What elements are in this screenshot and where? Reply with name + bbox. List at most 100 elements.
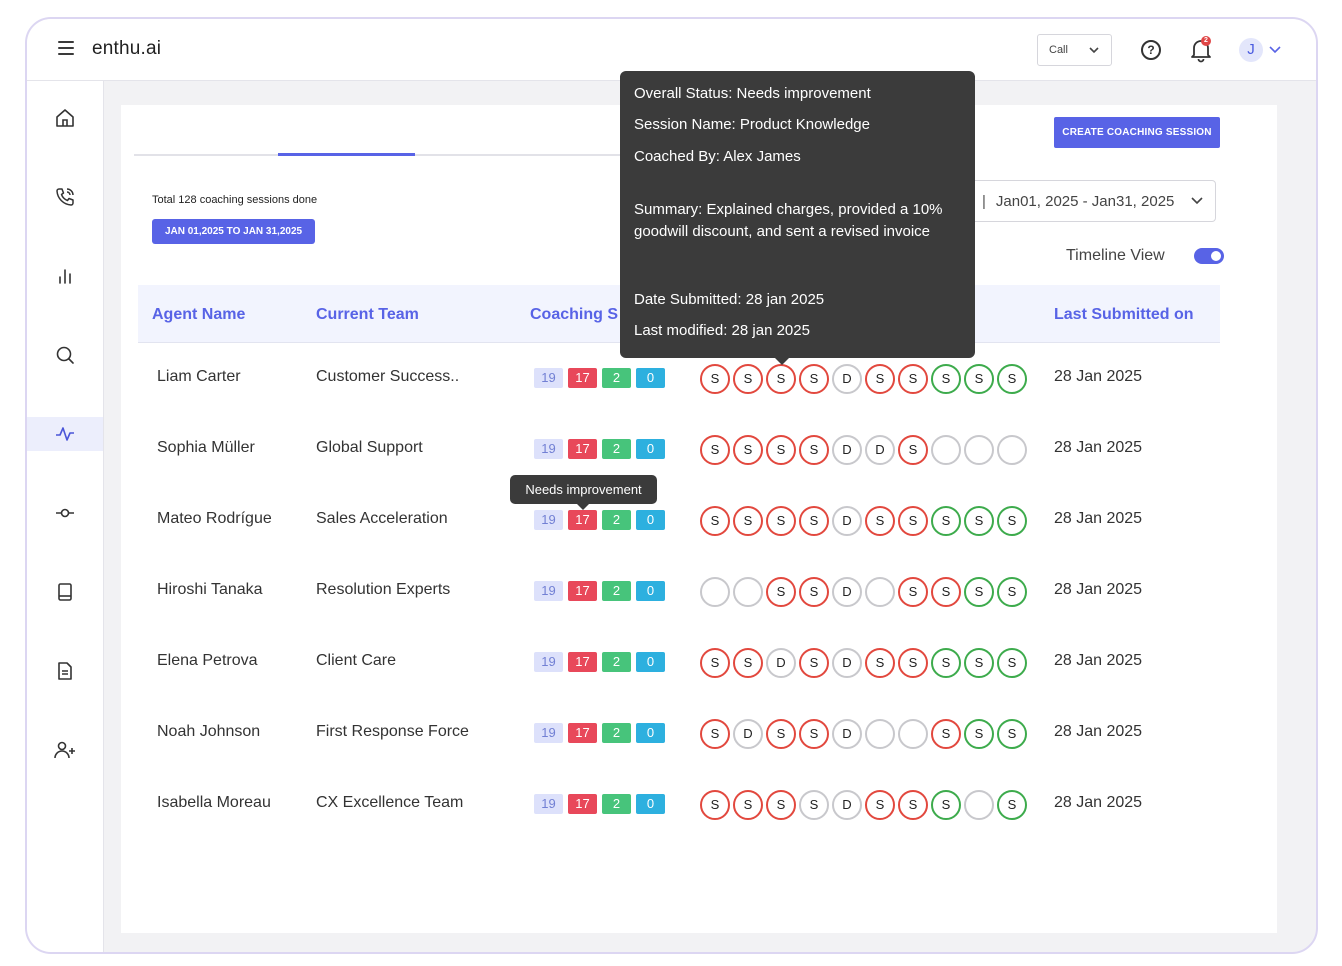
session-circle[interactable]: S [700,648,730,678]
session-circle[interactable]: S [898,506,928,536]
nav-home[interactable] [27,101,103,135]
excellent-count-badge[interactable]: 0 [636,723,665,743]
session-circle[interactable] [964,435,994,465]
good-count-badge[interactable]: 2 [602,652,631,672]
good-count-badge[interactable]: 2 [602,794,631,814]
good-count-badge[interactable]: 2 [602,368,631,388]
excellent-count-badge[interactable]: 0 [636,794,665,814]
table-row[interactable]: Sophia Müller Global Support 19 17 2 0 S S S S D D S… [138,414,1220,485]
session-circle[interactable]: S [898,435,928,465]
session-circle[interactable]: S [898,364,928,394]
needs-improvement-count-badge[interactable]: 17 [568,439,597,459]
good-count-badge[interactable]: 2 [602,510,631,530]
session-circle[interactable]: S [799,790,829,820]
session-circle[interactable]: S [865,364,895,394]
session-circle[interactable]: S [799,506,829,536]
session-circle[interactable]: S [964,577,994,607]
excellent-count-badge[interactable]: 0 [636,510,665,530]
session-circle[interactable]: S [964,719,994,749]
session-circle[interactable]: S [931,790,961,820]
session-circle[interactable]: S [931,364,961,394]
session-circle[interactable]: S [964,648,994,678]
tab-active-indicator[interactable] [278,153,415,156]
call-select[interactable]: Call [1037,34,1112,66]
session-circle[interactable]: S [799,719,829,749]
needs-improvement-count-badge[interactable]: 17 [568,510,597,530]
total-count-badge[interactable]: 19 [534,652,563,672]
session-circle[interactable]: S [766,506,796,536]
session-circle[interactable]: S [931,719,961,749]
session-circle[interactable]: D [832,435,862,465]
help-icon[interactable]: ? [1141,40,1161,60]
total-count-badge[interactable]: 19 [534,439,563,459]
needs-improvement-count-badge[interactable]: 17 [568,581,597,601]
session-circle[interactable] [865,719,895,749]
session-circle[interactable]: S [964,364,994,394]
session-circle[interactable]: D [832,506,862,536]
session-circle[interactable]: S [700,790,730,820]
session-circle[interactable]: S [766,577,796,607]
timeline-view-toggle[interactable] [1194,248,1224,264]
excellent-count-badge[interactable]: 0 [636,439,665,459]
total-count-badge[interactable]: 19 [534,723,563,743]
nav-calls[interactable] [27,180,103,214]
session-circle[interactable] [997,435,1027,465]
nav-library[interactable] [27,575,103,609]
total-count-badge[interactable]: 19 [534,794,563,814]
session-circle[interactable]: S [931,648,961,678]
session-circle[interactable]: S [700,719,730,749]
session-circle[interactable]: S [766,790,796,820]
create-coaching-session-button[interactable]: CREATE COACHING SESSION [1054,117,1220,148]
nav-reports[interactable] [27,259,103,293]
nav-coaching[interactable] [27,417,103,451]
session-circle[interactable]: S [898,648,928,678]
needs-improvement-count-badge[interactable]: 17 [568,368,597,388]
session-circle[interactable]: S [997,719,1027,749]
total-count-badge[interactable]: 19 [534,510,563,530]
session-circle[interactable]: S [997,506,1027,536]
session-circle[interactable]: S [700,364,730,394]
session-circle[interactable]: D [832,577,862,607]
session-circle[interactable]: S [766,719,796,749]
total-count-badge[interactable]: 19 [534,581,563,601]
session-circle[interactable]: S [799,648,829,678]
session-circle[interactable]: S [733,790,763,820]
session-circle[interactable]: S [865,506,895,536]
needs-improvement-count-badge[interactable]: 17 [568,652,597,672]
column-current-team[interactable]: Current Team [316,306,419,323]
session-circle[interactable]: D [766,648,796,678]
session-circle[interactable]: S [733,506,763,536]
session-circle[interactable]: D [832,790,862,820]
column-last-submitted[interactable]: Last Submitted on [1054,306,1194,323]
session-circle[interactable]: S [766,435,796,465]
session-circle[interactable]: D [832,719,862,749]
good-count-badge[interactable]: 2 [602,723,631,743]
session-circle[interactable]: S [997,648,1027,678]
session-circle[interactable]: S [865,790,895,820]
needs-improvement-count-badge[interactable]: 17 [568,723,597,743]
session-circle[interactable]: S [733,648,763,678]
table-row[interactable]: Elena Petrova Client Care 19 17 2 0 S S D S D S S S S S… [138,627,1220,698]
session-circle[interactable]: S [964,506,994,536]
session-circle[interactable]: S [799,364,829,394]
chevron-down-icon[interactable] [1268,43,1282,57]
session-circle[interactable]: S [931,577,961,607]
session-circle[interactable]: S [931,506,961,536]
session-circle[interactable] [700,577,730,607]
menu-icon[interactable] [58,41,74,55]
excellent-count-badge[interactable]: 0 [636,581,665,601]
session-circle[interactable]: S [700,435,730,465]
column-coaching-sessions[interactable]: Coaching S [530,306,619,323]
session-circle[interactable] [931,435,961,465]
nav-integrations[interactable] [27,496,103,530]
session-circle[interactable]: S [997,790,1027,820]
table-row[interactable]: Mateo Rodrígue Sales Acceleration 19 17 2 0 S S… [138,485,1220,556]
good-count-badge[interactable]: 2 [602,439,631,459]
excellent-count-badge[interactable]: 0 [636,368,665,388]
session-circle[interactable]: D [733,719,763,749]
session-circle[interactable]: D [832,364,862,394]
session-circle[interactable]: D [865,435,895,465]
date-range-picker[interactable]: | Jan01, 2025 - Jan31, 2025 [974,180,1216,222]
session-circle[interactable] [964,790,994,820]
session-circle[interactable]: S [700,506,730,536]
